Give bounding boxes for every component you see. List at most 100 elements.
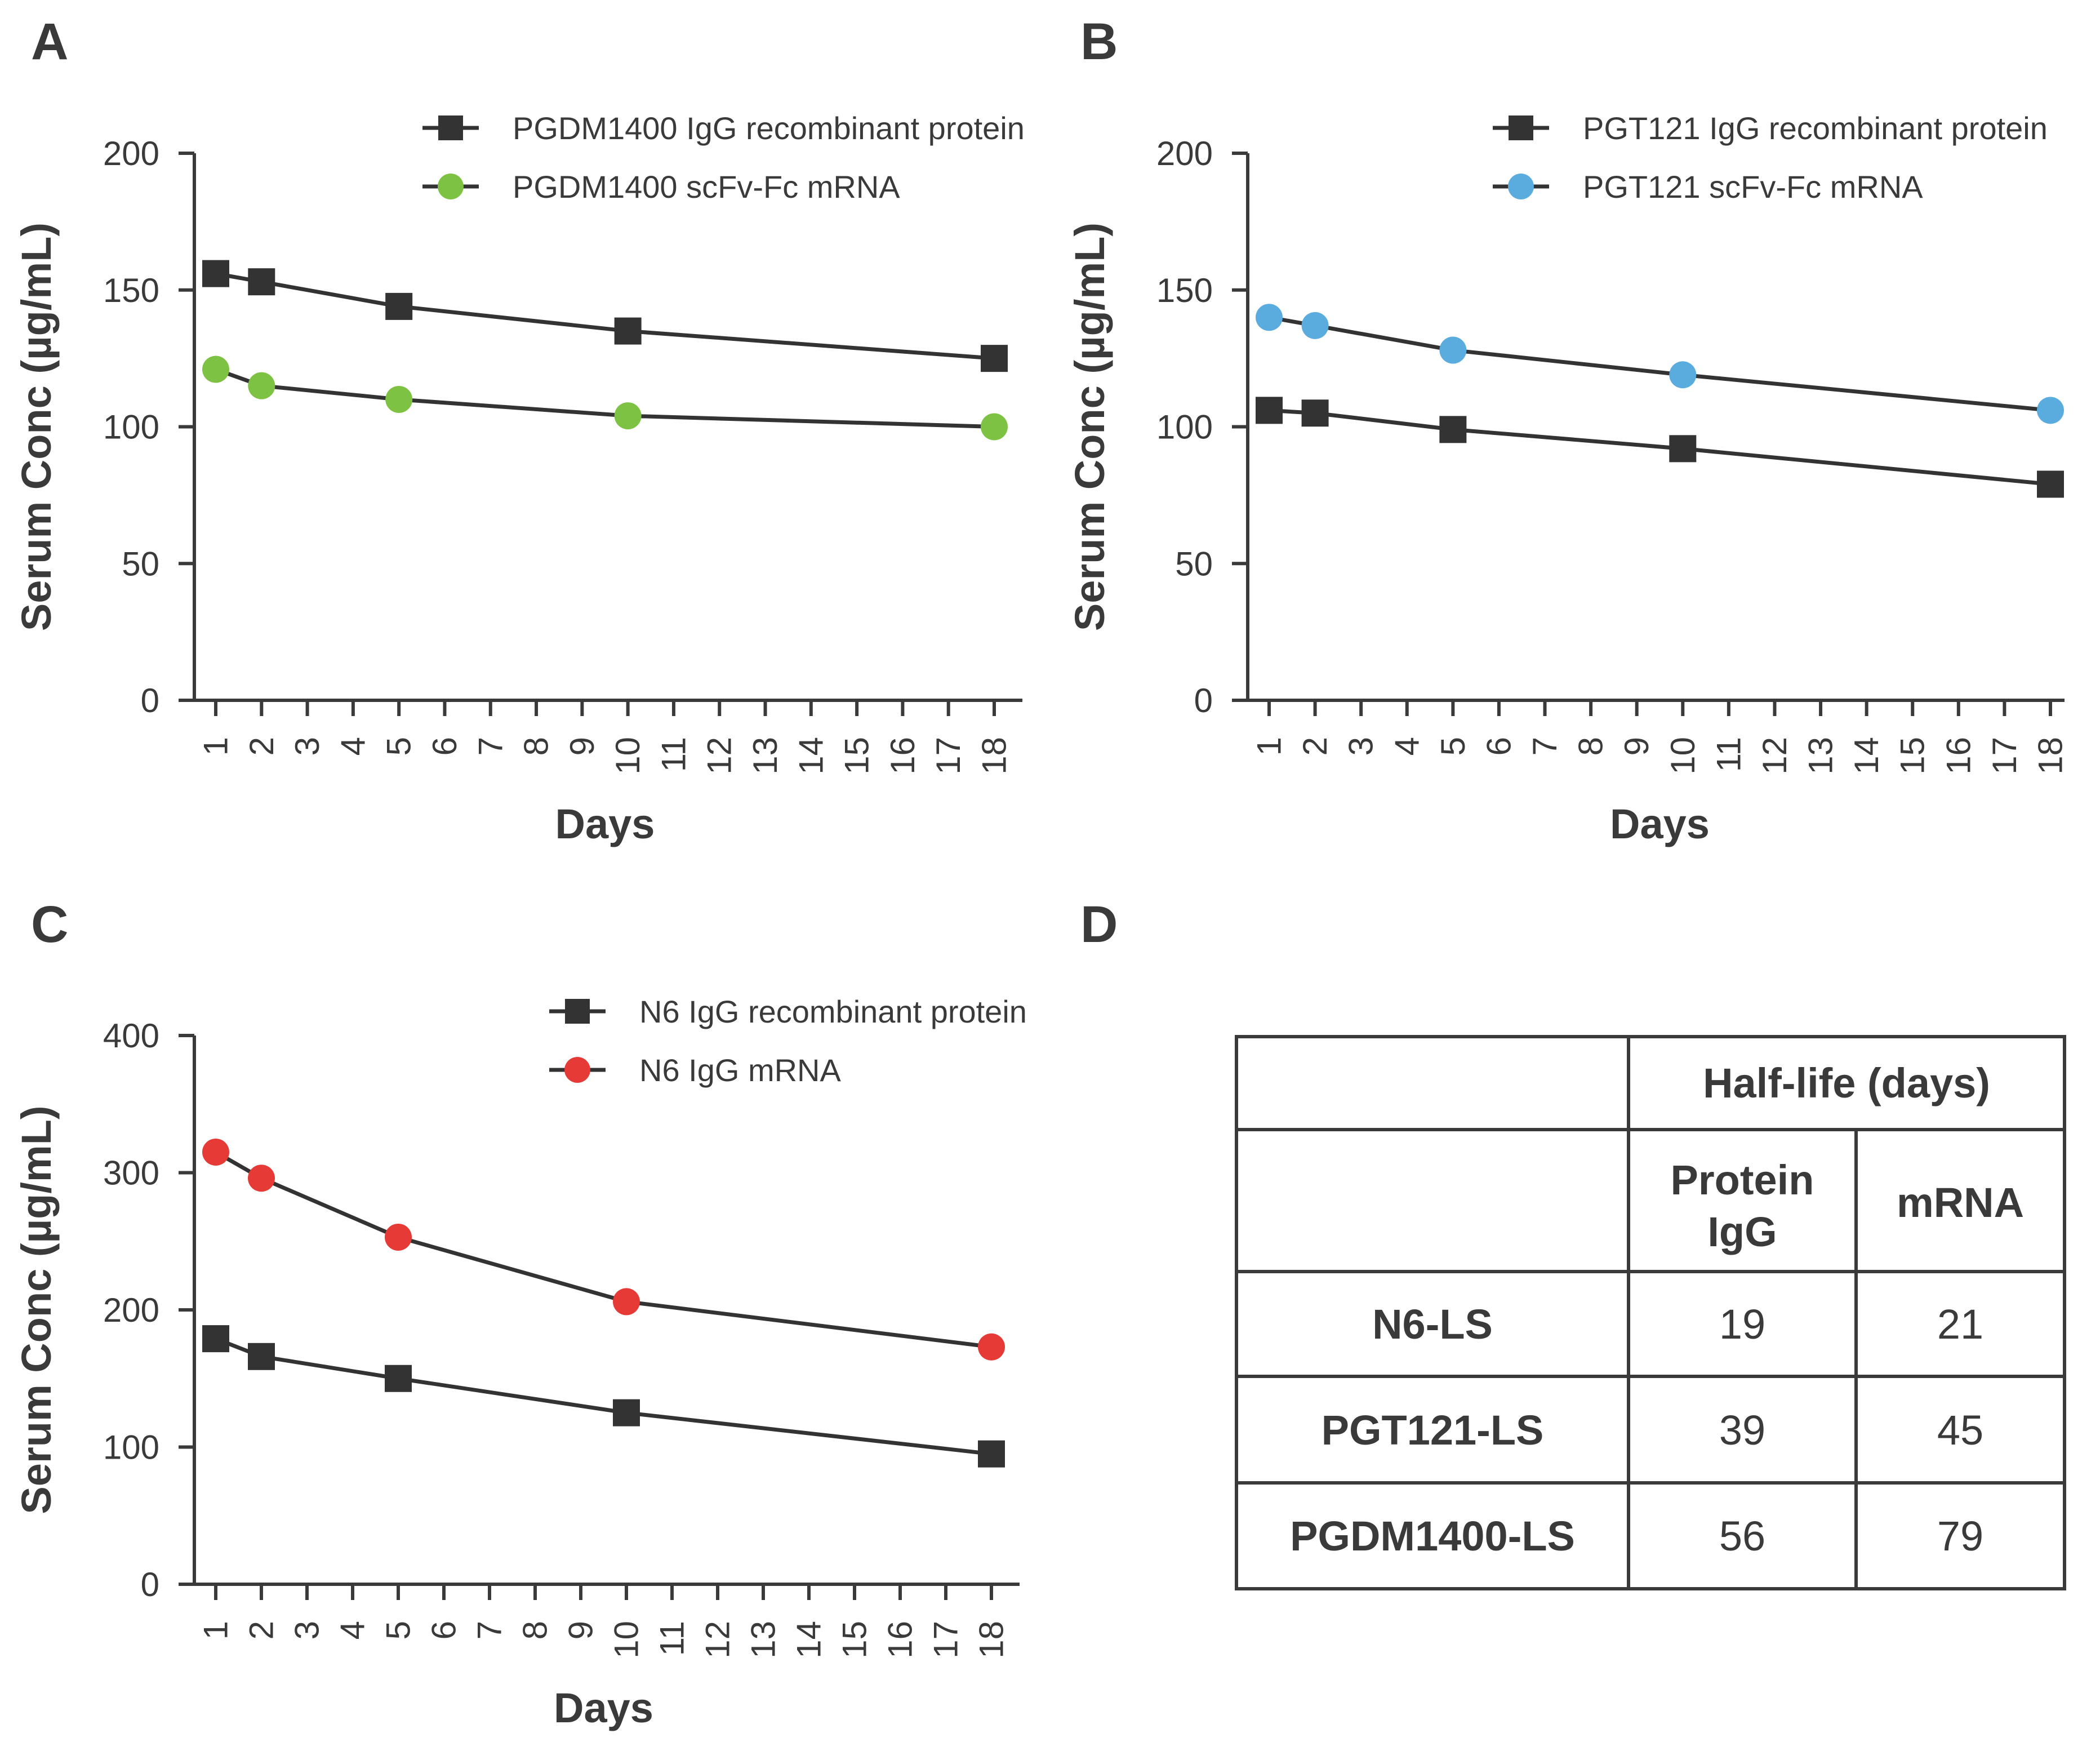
- series-line: [215, 1150, 992, 1349]
- y-tick-label: 200: [103, 135, 159, 172]
- x-tick-label: 16: [882, 1621, 919, 1659]
- x-tick-label: 6: [426, 737, 464, 756]
- table-cell: 56: [1719, 1513, 1765, 1559]
- x-tick-label: 16: [884, 737, 922, 775]
- x-tick-label: 9: [1618, 737, 1656, 756]
- data-point-circle: [202, 1138, 229, 1166]
- data-point-square: [385, 1365, 412, 1392]
- data-point-square: [613, 1399, 640, 1427]
- series-line: [215, 1336, 992, 1456]
- panel-letter-d: D: [1080, 896, 1118, 953]
- data-point-square: [2037, 470, 2064, 498]
- legend-marker-square: [438, 115, 463, 140]
- y-tick-label: 200: [1156, 135, 1213, 172]
- x-tick-label: 7: [471, 1621, 509, 1639]
- x-tick-label: 16: [1939, 737, 1977, 775]
- x-tick-label: 13: [1802, 737, 1840, 775]
- x-tick-label: 7: [471, 737, 509, 756]
- data-point-square: [202, 260, 229, 287]
- y-axis-title: Serum Conc (µg/mL): [1066, 223, 1113, 631]
- x-tick-label: 5: [1434, 737, 1472, 756]
- series-line: [1269, 315, 2051, 412]
- x-axis-title: Days: [555, 801, 655, 847]
- table-column-header-mrna: mRNA: [1897, 1179, 2024, 1226]
- x-tick-label: 13: [746, 737, 784, 775]
- data-point-square: [1301, 399, 1329, 427]
- legend-marker-circle: [564, 1057, 590, 1083]
- data-point-circle: [981, 413, 1008, 441]
- x-tick-label: 1: [1251, 737, 1288, 756]
- data-point-square: [978, 1440, 1005, 1468]
- data-point-circle: [385, 1223, 412, 1251]
- x-tick-label: 10: [1664, 737, 1702, 775]
- x-tick-label: 1: [197, 1621, 235, 1639]
- table-row-label: N6-LS: [1372, 1301, 1493, 1348]
- data-point-square: [1256, 397, 1283, 424]
- data-point-square: [981, 345, 1008, 372]
- data-point-circle: [614, 402, 642, 430]
- panel-letter-a: A: [31, 13, 68, 70]
- x-tick-label: 2: [243, 737, 281, 756]
- legend-label: PGDM1400 IgG recombinant protein: [513, 110, 1025, 146]
- table-row-label: PGDM1400-LS: [1290, 1513, 1575, 1559]
- x-tick-label: 8: [518, 737, 555, 756]
- x-tick-label: 14: [792, 737, 830, 775]
- legend-label: N6 IgG mRNA: [639, 1052, 841, 1088]
- x-tick-label: 11: [1710, 737, 1747, 772]
- x-tick-label: 14: [790, 1621, 828, 1659]
- x-tick-label: 11: [655, 737, 692, 772]
- x-tick-label: 12: [701, 737, 738, 775]
- x-tick-label: 7: [1526, 737, 1564, 756]
- y-tick-label: 300: [103, 1154, 159, 1192]
- legend-marker-square: [1509, 115, 1533, 140]
- table-group-header: Half-life (days): [1703, 1060, 1990, 1106]
- y-tick-label: 400: [103, 1017, 159, 1055]
- x-tick-label: 9: [562, 1621, 600, 1639]
- legend-label: PGDM1400 scFv-Fc mRNA: [513, 169, 900, 205]
- x-tick-label: 10: [608, 1621, 646, 1659]
- x-tick-label: 12: [699, 1621, 737, 1659]
- x-tick-label: 15: [1894, 737, 1932, 775]
- table-cell: 19: [1719, 1301, 1765, 1348]
- x-axis-title: Days: [1610, 801, 1710, 847]
- x-tick-label: 3: [288, 1621, 326, 1639]
- data-point-square: [614, 317, 642, 345]
- x-tick-label: 14: [1848, 737, 1885, 775]
- data-point-circle: [613, 1288, 640, 1316]
- x-tick-label: 3: [1342, 737, 1380, 756]
- x-tick-label: 8: [1572, 737, 1610, 756]
- series-line: [215, 272, 995, 361]
- x-tick-label: 12: [1756, 737, 1794, 775]
- x-tick-label: 18: [2032, 737, 2070, 775]
- x-tick-label: 1: [197, 737, 235, 756]
- y-tick-label: 150: [103, 272, 159, 309]
- x-tick-label: 2: [1296, 737, 1334, 756]
- x-tick-label: 18: [973, 1621, 1011, 1659]
- y-tick-label: 100: [103, 408, 159, 446]
- y-axis-title: Serum Conc (µg/mL): [13, 1105, 60, 1514]
- panel-letter-b: B: [1080, 13, 1118, 70]
- legend-marker-circle: [438, 174, 464, 199]
- x-tick-label: 9: [563, 737, 601, 756]
- y-tick-label: 0: [141, 682, 159, 719]
- legend-marker-square: [565, 999, 590, 1024]
- y-tick-label: 150: [1156, 272, 1213, 309]
- table-row-label: PGT121-LS: [1322, 1407, 1544, 1454]
- data-point-circle: [978, 1333, 1005, 1361]
- table-cell: 39: [1719, 1407, 1765, 1454]
- data-point-square: [248, 268, 275, 296]
- x-tick-label: 5: [380, 1621, 417, 1639]
- table-cell: 79: [1937, 1513, 1983, 1559]
- y-axis-title: Serum Conc (µg/mL): [13, 223, 60, 631]
- legend-marker-circle: [1508, 174, 1534, 199]
- x-tick-label: 11: [653, 1621, 691, 1656]
- data-point-circle: [1301, 312, 1329, 339]
- y-tick-label: 0: [1194, 682, 1213, 719]
- legend-label: PGT121 IgG recombinant protein: [1583, 110, 2048, 146]
- legend-label: PGT121 scFv-Fc mRNA: [1583, 169, 1923, 205]
- series-line: [1269, 408, 2051, 486]
